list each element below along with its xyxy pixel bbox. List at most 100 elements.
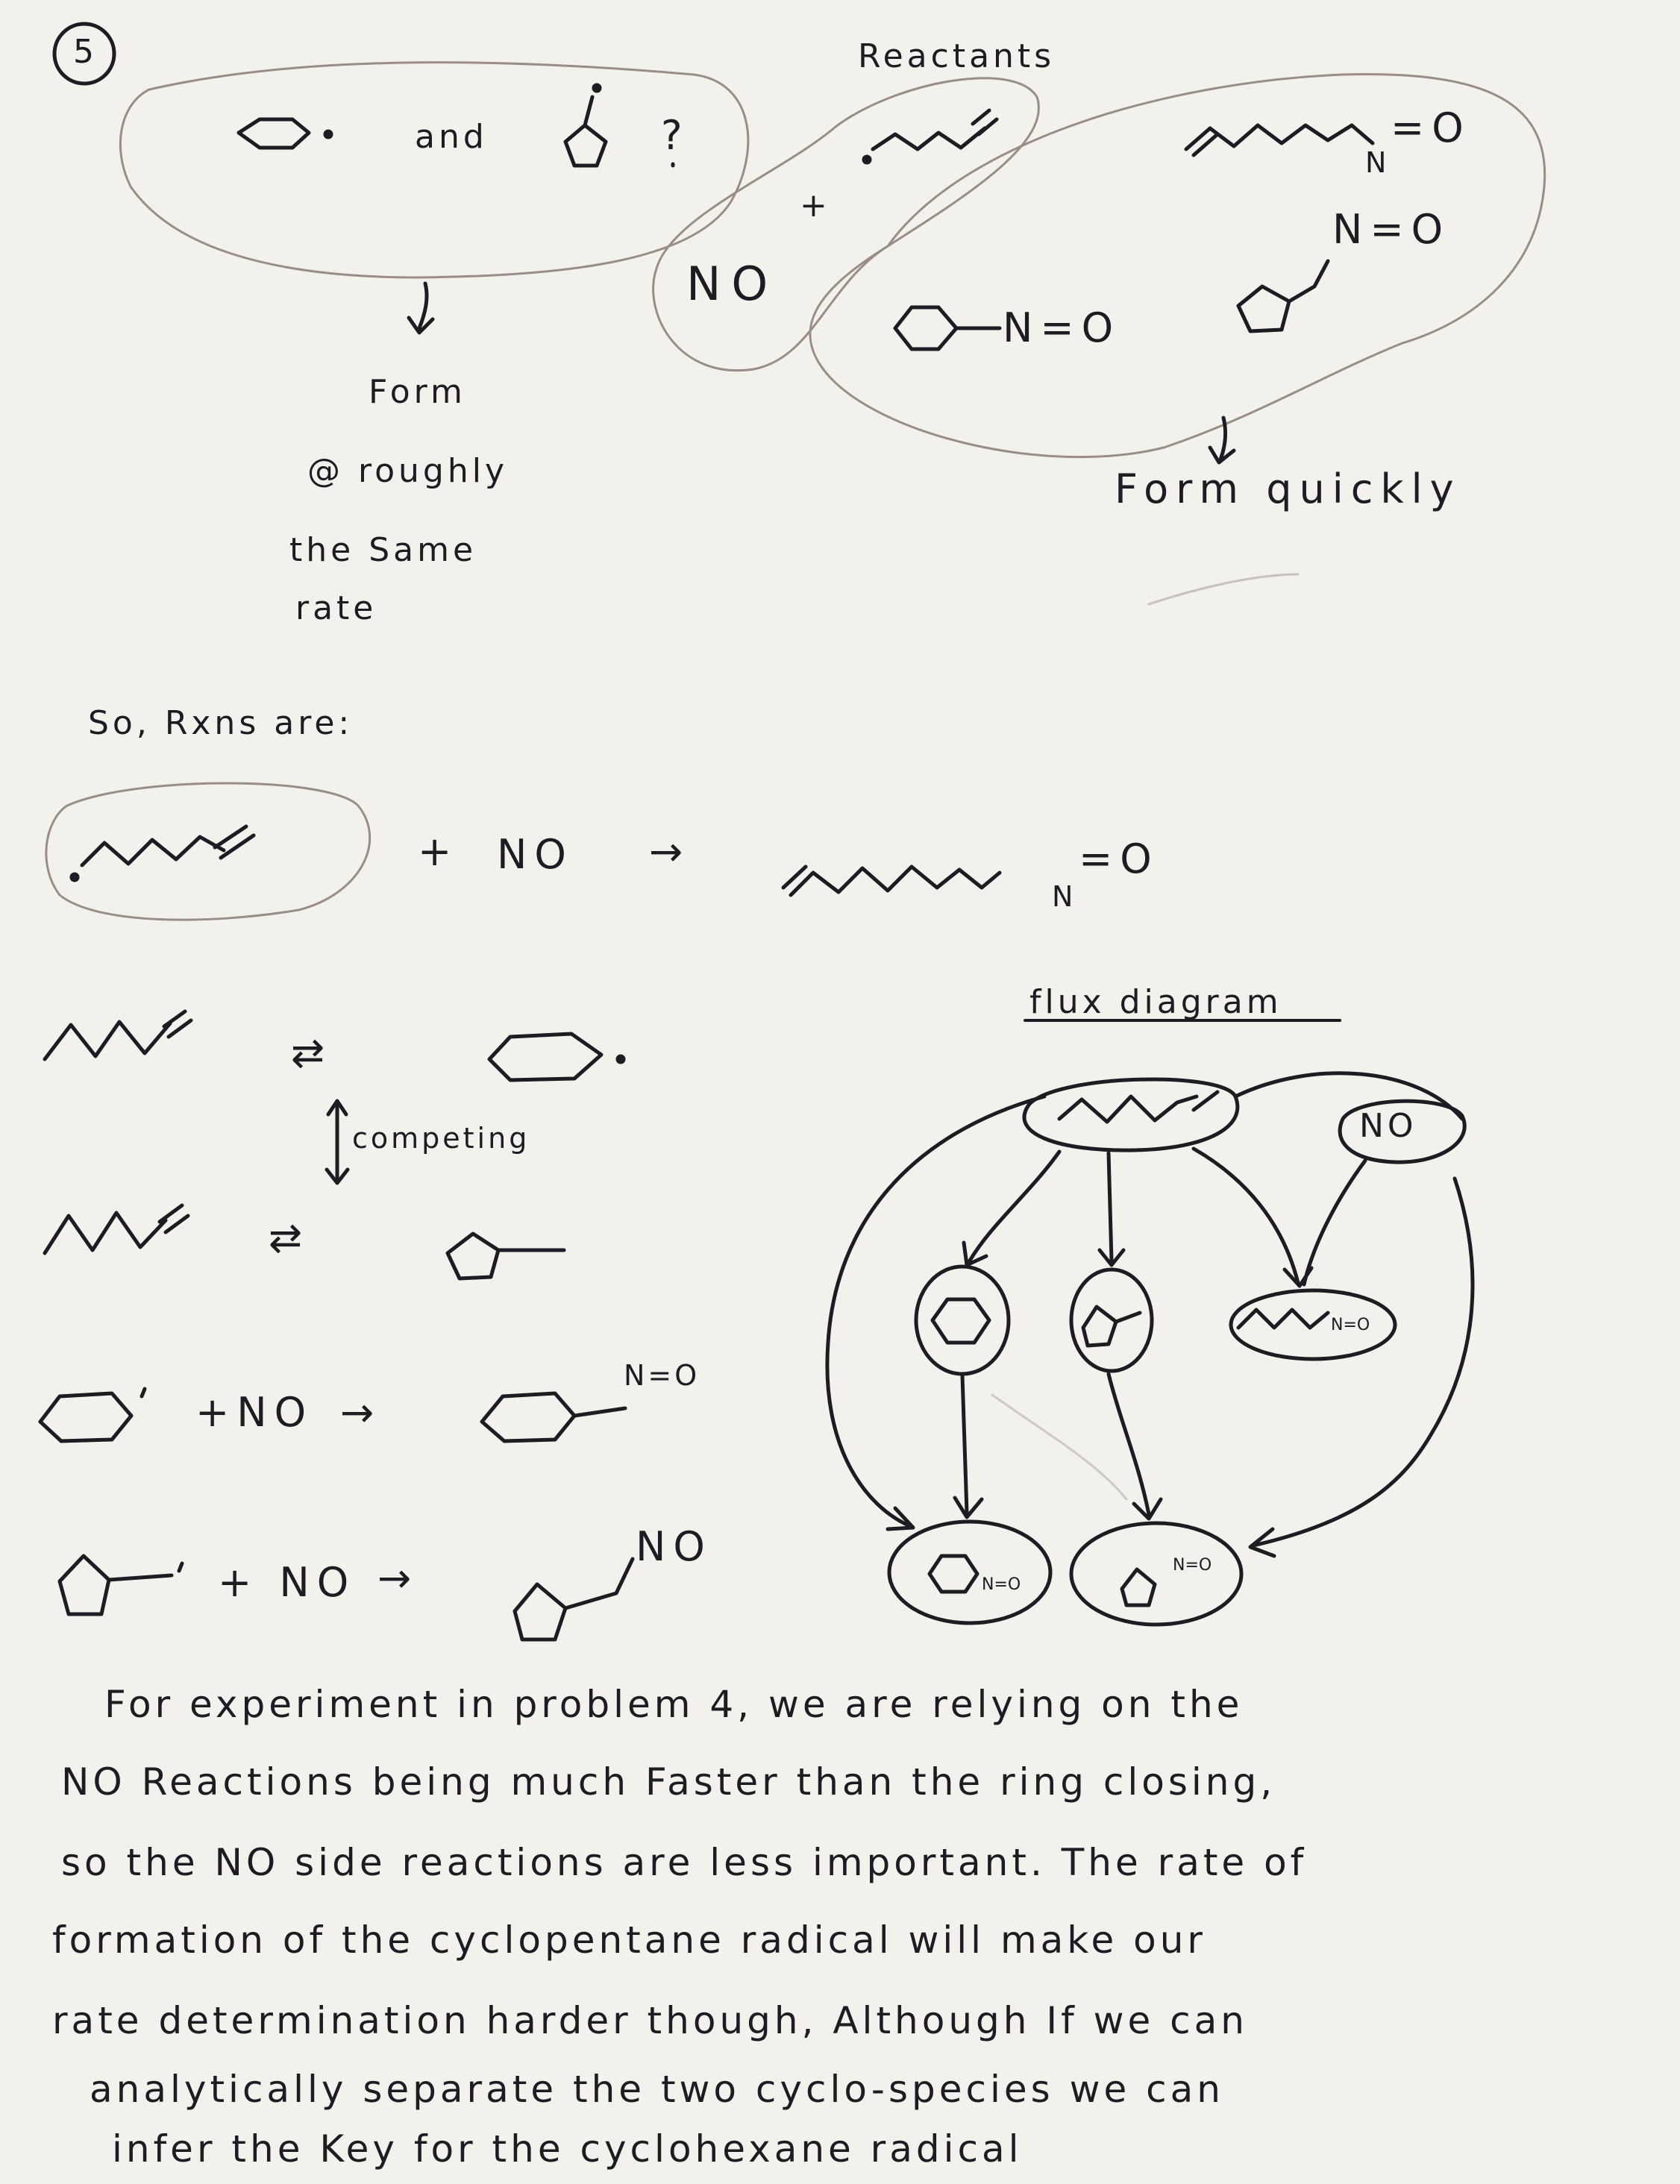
rxn1-arrow: → <box>649 828 691 875</box>
problem-number: 5 <box>73 33 98 71</box>
reactants-bubble <box>652 77 1040 372</box>
flux-arrow <box>962 1149 1062 1267</box>
problem-number-circle <box>52 22 116 86</box>
flux-no-node <box>1338 1099 1467 1164</box>
paragraph-line-2: NO Reactions being much Faster than the … <box>61 1760 1276 1804</box>
rxn1-no: NO <box>497 831 574 878</box>
rxn1-reactant-circle <box>45 782 372 921</box>
form-label: Form <box>369 373 466 411</box>
paragraph-line-3: so the NO side reactions are less import… <box>61 1841 1308 1884</box>
paragraph-line-1: For experiment in problem 4, we are rely… <box>104 1683 1244 1726</box>
flux-arrow <box>825 1094 1047 1531</box>
product-n-eq-o-label-2: N=O <box>1003 304 1121 351</box>
double-bond-line <box>157 1203 184 1224</box>
nitroso-chain-product <box>1184 123 1354 151</box>
bond-to-n <box>1350 123 1375 145</box>
rxn4-cyclohexyl-icon <box>38 1391 134 1443</box>
radical-dot <box>69 872 80 882</box>
rxn1-nitroso-product-chain <box>789 865 1002 897</box>
flux-arrow <box>1097 1151 1126 1267</box>
paragraph-line-4: formation of the cyclopentane radical wi… <box>52 1918 1206 1962</box>
double-bond-line <box>1191 1090 1220 1112</box>
product-n-eq-o-label: N=O <box>1332 206 1451 253</box>
methyl-bond <box>583 95 595 128</box>
rxn5-plus-no: + NO <box>218 1559 357 1606</box>
paragraph-line-6: analytically separate the two cyclo-spec… <box>90 2068 1224 2111</box>
double-bond-line <box>163 1214 190 1234</box>
rxn1-hexenyl-chain <box>80 835 226 867</box>
flux-arrow <box>1191 1146 1314 1288</box>
flux-cyclohexyl-node <box>914 1264 1011 1376</box>
radical-tick <box>140 1387 147 1399</box>
double-bond-line <box>219 833 256 860</box>
flux-arrow <box>1248 1176 1475 1558</box>
rxn1-eq-o: =O <box>1079 835 1159 882</box>
cyclopentylmethyl-radical-icon <box>563 123 608 168</box>
rate-label: rate <box>295 589 377 627</box>
paragraph-line-5: rate determination harder though, Althou… <box>52 1999 1248 2042</box>
double-bond-line <box>162 1009 187 1029</box>
flux-cyclohexyl-icon <box>930 1297 991 1345</box>
cyclohexyl-radical-icon <box>236 117 311 150</box>
plus-sign: + <box>800 186 831 225</box>
rxn3-equilibrium-arrow: ⇄ <box>269 1214 310 1261</box>
double-bond-line <box>166 1018 193 1039</box>
flux-diagram-title: flux diagram <box>1029 983 1282 1021</box>
methylene-bond <box>563 1557 635 1610</box>
methyl-bond <box>1114 1311 1142 1324</box>
radical-dot <box>592 83 602 93</box>
radical-dot <box>323 129 333 139</box>
rxn5-no2: NO <box>636 1523 712 1570</box>
flux-arrow <box>1302 1158 1367 1287</box>
form-quickly-label: Form quickly <box>1115 465 1461 512</box>
hexenyl-radical-chain <box>871 126 987 151</box>
flux-chain-node <box>1022 1077 1240 1152</box>
roughly-label: @ roughly <box>307 452 508 490</box>
rxn1-n: N <box>1052 880 1076 913</box>
products-bubble <box>809 73 1546 459</box>
rxn4-n-eq-o: N=O <box>624 1359 700 1392</box>
rxn5-arrow: → <box>377 1554 419 1601</box>
competing-label: competing <box>352 1122 530 1155</box>
question-mark: ? <box>661 112 690 159</box>
arrow-down-left <box>407 281 435 335</box>
methylene-bond <box>1287 259 1330 304</box>
no-reactant-label: NO <box>686 257 779 311</box>
radical-dot <box>862 154 872 165</box>
flux-cyclopentyl-nitroso-icon <box>1120 1567 1157 1607</box>
rxn4-plus-no: +NO <box>195 1389 314 1436</box>
arrow-down-right <box>1208 415 1236 465</box>
flux-chain-nitroso-node <box>1229 1288 1397 1361</box>
flux-arrow <box>953 1373 984 1519</box>
flux-cyclopentyl-node <box>1069 1267 1154 1373</box>
and-label: and <box>415 118 488 156</box>
flux-cyclohexyl-nitroso-node <box>887 1519 1053 1625</box>
flux-chain-nitroso-structure <box>1236 1308 1330 1330</box>
flux-arrow <box>1106 1372 1163 1521</box>
rxn5-cyclopentyl-product-icon <box>513 1582 568 1642</box>
flux-cyclopentyl-nitroso-node <box>1069 1521 1244 1627</box>
flux-cyclopentyl-icon <box>1081 1305 1118 1348</box>
scribble-line <box>1147 573 1300 606</box>
cyclohexyl-nitroso-icon <box>893 305 959 351</box>
rxn2-cyclohexyl-icon <box>487 1032 604 1082</box>
faint-arrow <box>991 1393 1128 1501</box>
rxn5-cyclopentyl-icon <box>57 1554 111 1616</box>
flux-chain-structure <box>1057 1094 1199 1124</box>
flux-cyclohexyl-nitroso-icon <box>927 1554 980 1594</box>
flux-arrow <box>1233 1071 1464 1121</box>
double-bond-line <box>971 108 991 126</box>
flux-no-label: NO <box>1359 1107 1417 1145</box>
product-n-label: N <box>1365 146 1390 179</box>
radical-tick <box>177 1561 184 1573</box>
rxn4-cyclohexyl-nitroso-icon <box>480 1391 577 1443</box>
same-label: the Same <box>289 531 477 569</box>
double-bond-line <box>1191 132 1220 157</box>
flux-prod1-label: N=O <box>982 1575 1021 1594</box>
cyclopentylmethyl-nitroso-icon <box>1236 284 1291 333</box>
rxn3-hexenyl-chain <box>43 1211 168 1255</box>
flux-chain-no-label: N=O <box>1331 1316 1370 1334</box>
rxn1-plus: + <box>418 828 460 875</box>
so-rxns-label: So, Rxns are: <box>88 704 354 742</box>
